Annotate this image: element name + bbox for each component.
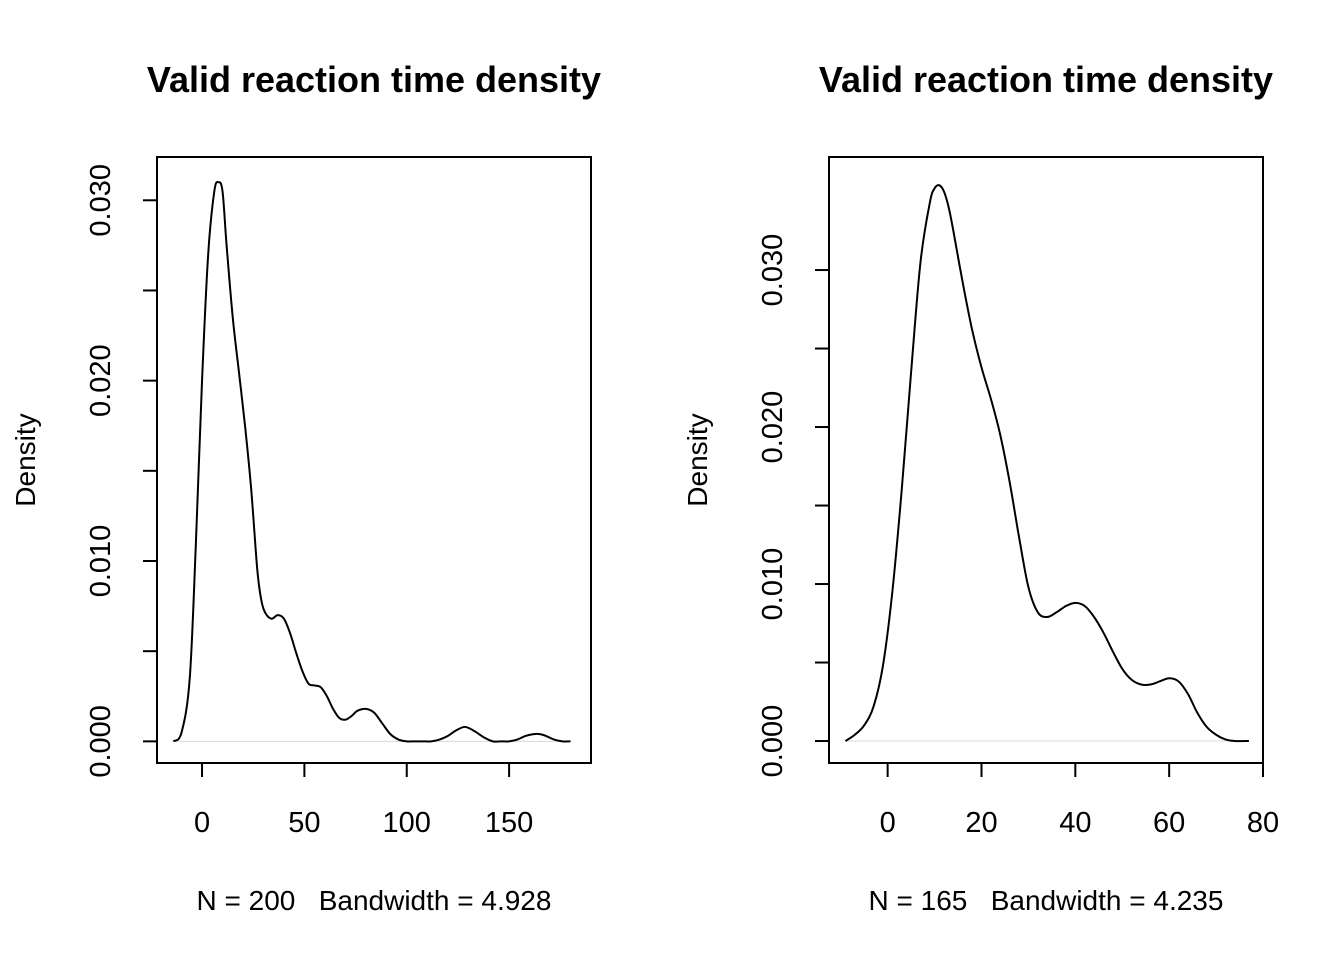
y-tick-label: 0.000	[85, 705, 117, 778]
y-tick-label: 0.010	[757, 548, 789, 621]
density-panel-left: Valid reaction time density N = 200 Band…	[10, 59, 601, 916]
y-axis-label: Density	[10, 413, 41, 506]
y-axis-label: Density	[682, 413, 713, 506]
y-tick-label: 0.020	[757, 391, 789, 464]
y-tick-label: 0.030	[85, 164, 117, 237]
x-tick-label: 0	[194, 807, 210, 839]
y-tick-label: 0.000	[757, 705, 789, 778]
density-curve	[844, 184, 1249, 743]
x-tick-label: 0	[880, 807, 896, 839]
x-axis-label: N = 200 Bandwidth = 4.928	[197, 885, 552, 916]
x-tick-label: 150	[485, 807, 533, 839]
y-tick-label: 0.010	[85, 525, 117, 598]
x-axis-label: N = 165 Bandwidth = 4.235	[869, 885, 1224, 916]
y-tick-label: 0.020	[85, 344, 117, 417]
x-tick-label: 80	[1247, 807, 1279, 839]
density-panel-right: Valid reaction time density N = 165 Band…	[682, 59, 1279, 916]
plot-marks: 0 20 40 60 80 0.000 0.010 0.020 0.030	[757, 184, 1279, 839]
x-tick-label: 60	[1153, 807, 1185, 839]
density-curve	[172, 180, 571, 743]
x-tick-label: 50	[288, 807, 320, 839]
chart-title: Valid reaction time density	[147, 59, 601, 100]
x-tick-label: 20	[965, 807, 997, 839]
x-tick-label: 100	[383, 807, 431, 839]
x-tick-label: 40	[1059, 807, 1091, 839]
chart-title: Valid reaction time density	[819, 59, 1273, 100]
y-tick-label: 0.030	[757, 234, 789, 307]
plot-marks: 0 50 100 150 0.000 0.010 0.020 0.030	[85, 164, 571, 839]
